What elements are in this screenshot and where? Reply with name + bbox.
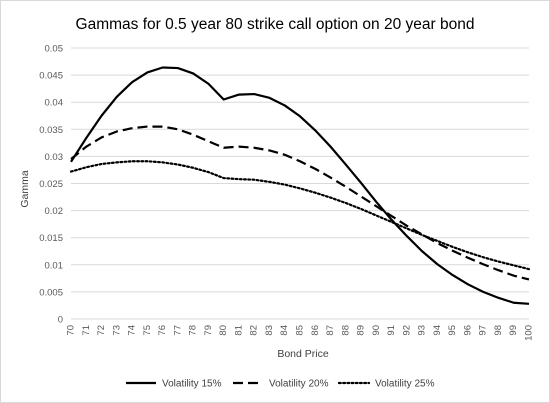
x-tick-label: 83: [264, 325, 275, 336]
x-tick-label: 72: [96, 325, 107, 336]
x-tick-label: 93: [417, 325, 428, 336]
y-tick-label: 0.015: [39, 233, 63, 244]
y-tick-label: 0: [58, 315, 63, 326]
series-line-3: [69, 160, 531, 271]
x-tick-label: 95: [447, 325, 458, 336]
x-axis-title: Bond Price: [277, 348, 329, 360]
x-axis-ticks: 70 71 72 73 74 75 76 77 78 79 80 81 82 83 84 85 86 87 88 89…: [66, 325, 535, 341]
y-tick-label: 0.025: [39, 179, 63, 190]
y-axis-title: Gamma: [19, 170, 31, 208]
x-tick-label: 85: [295, 325, 306, 336]
x-tick-label: 89: [356, 325, 367, 336]
x-tick-label: 100: [524, 325, 535, 341]
series-lines: [69, 66, 531, 305]
x-tick-label: 99: [508, 325, 519, 336]
legend-label-1: Volatility 15%: [162, 379, 222, 390]
x-tick-label: 81: [233, 325, 244, 336]
legend-label-2: Volatility 20%: [269, 379, 329, 390]
x-tick-label: 91: [386, 325, 397, 336]
y-axis-ticks: 0 0.005 0.01 0.015 0.02 0.025 0.03 0.035 0.04 0.0…: [39, 44, 63, 326]
x-tick-label: 84: [279, 325, 290, 336]
y-tick-label: 0.04: [45, 98, 64, 109]
x-tick-label: 98: [493, 325, 504, 336]
y-tick-label: 0.035: [39, 125, 63, 136]
x-tick-label: 90: [371, 325, 382, 336]
y-tick-label: 0.05: [45, 44, 64, 55]
x-tick-label: 78: [188, 325, 199, 336]
x-tick-label: 94: [432, 325, 443, 336]
x-tick-label: 87: [325, 325, 336, 336]
x-tick-label: 73: [111, 325, 122, 336]
series-line-2: [70, 125, 530, 281]
y-tick-label: 0.02: [45, 206, 64, 217]
y-tick-label: 0.01: [45, 260, 64, 271]
x-tick-label: 86: [310, 325, 321, 336]
x-tick-label: 79: [203, 325, 214, 336]
x-tick-label: 97: [478, 325, 489, 336]
legend-label-3: Volatility 25%: [375, 379, 435, 390]
x-tick-label: 74: [127, 325, 138, 336]
x-tick-label: 70: [66, 325, 77, 336]
chart-title: Gammas for 0.5 year 80 strike call optio…: [76, 16, 475, 33]
x-tick-label: 75: [142, 325, 153, 336]
x-tick-label: 82: [249, 325, 260, 336]
gridlines: [71, 47, 529, 293]
x-tick-label: 76: [157, 325, 168, 336]
legend: Volatility 15% Volatility 20% Volatility 2…: [126, 379, 435, 390]
y-tick-label: 0.005: [39, 287, 63, 298]
x-tick-label: 80: [218, 325, 229, 336]
x-tick-label: 92: [401, 325, 412, 336]
series-line-1: [70, 66, 530, 305]
y-tick-label: 0.045: [39, 71, 63, 82]
x-tick-label: 71: [81, 325, 92, 336]
x-tick-label: 77: [172, 325, 183, 336]
x-tick-label: 96: [462, 325, 473, 336]
y-tick-label: 0.03: [45, 152, 64, 163]
x-tick-label: 88: [340, 325, 351, 336]
